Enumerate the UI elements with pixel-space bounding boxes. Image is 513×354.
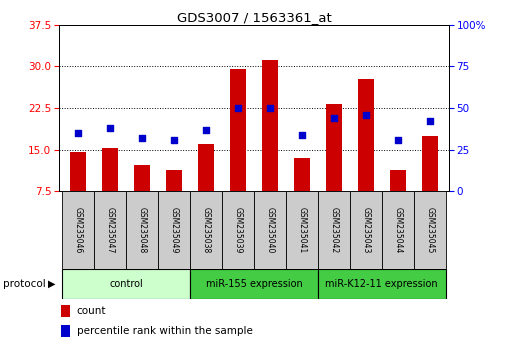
Bar [63,269,190,299]
Point [106,125,114,131]
Bar [358,79,374,191]
Text: GSM235041: GSM235041 [298,207,306,253]
Point [362,112,370,118]
Bar [414,191,445,269]
Text: GSM235039: GSM235039 [233,207,243,253]
Point [138,135,146,141]
Bar [262,60,278,191]
Bar [286,191,318,269]
Bar [350,191,382,269]
Bar [318,269,445,299]
Point [202,127,210,132]
Text: GSM235042: GSM235042 [329,207,339,253]
Point [266,105,274,111]
Title: GDS3007 / 1563361_at: GDS3007 / 1563361_at [176,11,331,24]
Text: miR-155 expression: miR-155 expression [206,279,302,289]
Point [170,137,178,142]
Bar [390,170,406,191]
Bar [94,191,126,269]
Bar [382,191,413,269]
Text: GSM235047: GSM235047 [106,207,114,253]
Bar [102,148,118,191]
Text: GSM235043: GSM235043 [361,207,370,253]
Text: GSM235044: GSM235044 [393,207,402,253]
Point [393,137,402,142]
Bar [318,191,350,269]
Text: protocol: protocol [3,279,45,289]
Bar [294,158,310,191]
Text: GSM235038: GSM235038 [202,207,210,253]
Text: miR-K12-11 expression: miR-K12-11 expression [325,279,438,289]
Bar [134,165,150,191]
Bar [230,69,246,191]
Bar [158,191,190,269]
Text: GSM235049: GSM235049 [169,207,179,253]
Text: GSM235046: GSM235046 [74,207,83,253]
Bar [326,104,342,191]
Bar [62,325,70,337]
Text: control: control [109,279,143,289]
Bar [190,191,222,269]
Bar [62,305,70,317]
Point [298,132,306,137]
Text: count: count [76,306,106,316]
Bar [70,152,86,191]
Text: GSM235045: GSM235045 [425,207,434,253]
Point [426,119,434,124]
Bar [198,144,214,191]
Point [234,105,242,111]
Bar [126,191,158,269]
Bar [190,269,318,299]
Text: ▶: ▶ [48,279,55,289]
Point [330,115,338,121]
Bar [63,191,94,269]
Bar [422,136,438,191]
Point [74,130,82,136]
Text: percentile rank within the sample: percentile rank within the sample [76,326,252,336]
Text: GSM235040: GSM235040 [265,207,274,253]
Bar [166,170,182,191]
Text: GSM235048: GSM235048 [137,207,147,253]
Bar [254,191,286,269]
Bar [222,191,254,269]
